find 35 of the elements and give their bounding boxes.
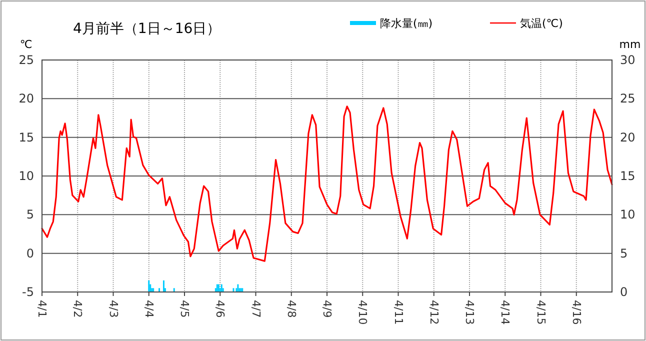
y2-tick-label: 30: [620, 53, 636, 67]
x-tick-label: 4/16: [570, 300, 583, 325]
x-tick-label: 4/9: [320, 300, 334, 318]
y-tick-label: 5: [26, 208, 34, 222]
y-tick-label: -5: [22, 285, 34, 299]
y-tick-label: 0: [26, 246, 34, 260]
x-tick-label: 4/11: [392, 300, 405, 325]
y2-tick-label: 15: [620, 169, 636, 183]
y2-tick-label: 0: [620, 285, 628, 299]
y2-tick-label: 10: [620, 208, 636, 222]
x-tick-label: 4/13: [463, 300, 476, 325]
x-tick-label: 4/7: [249, 300, 262, 318]
chart-title: 4月前半（1日～16日）: [73, 21, 221, 37]
x-tick-label: 4/4: [142, 300, 156, 318]
x-tick-label: 4/3: [106, 300, 120, 318]
x-tick-label: 4/10: [356, 300, 370, 325]
y-tick-label: 15: [18, 130, 34, 144]
y-tick-label: 20: [18, 92, 34, 106]
x-tick-label: 4/5: [178, 300, 191, 318]
x-tick-label: 4/12: [427, 300, 440, 325]
x-tick-label: 4/1: [36, 300, 48, 318]
x-tick-label: 4/8: [284, 300, 298, 318]
y2-tick-label: 5: [620, 246, 628, 260]
legend-label: 気温(℃): [520, 17, 563, 30]
y-axis-title: ℃: [20, 38, 32, 51]
x-tick-label: 4/14: [498, 300, 512, 325]
y-tick-label: 25: [18, 53, 34, 67]
y2-tick-label: 20: [620, 130, 636, 144]
x-tick-label: 4/2: [71, 300, 84, 318]
x-tick-label: 4/6: [214, 300, 227, 318]
legend-label: 降水量(㎜): [380, 17, 433, 30]
y-tick-label: 10: [18, 169, 34, 183]
x-tick-label: 4/15: [534, 300, 548, 325]
y2-axis-title: mm: [619, 38, 641, 51]
y2-tick-label: 25: [620, 92, 636, 106]
